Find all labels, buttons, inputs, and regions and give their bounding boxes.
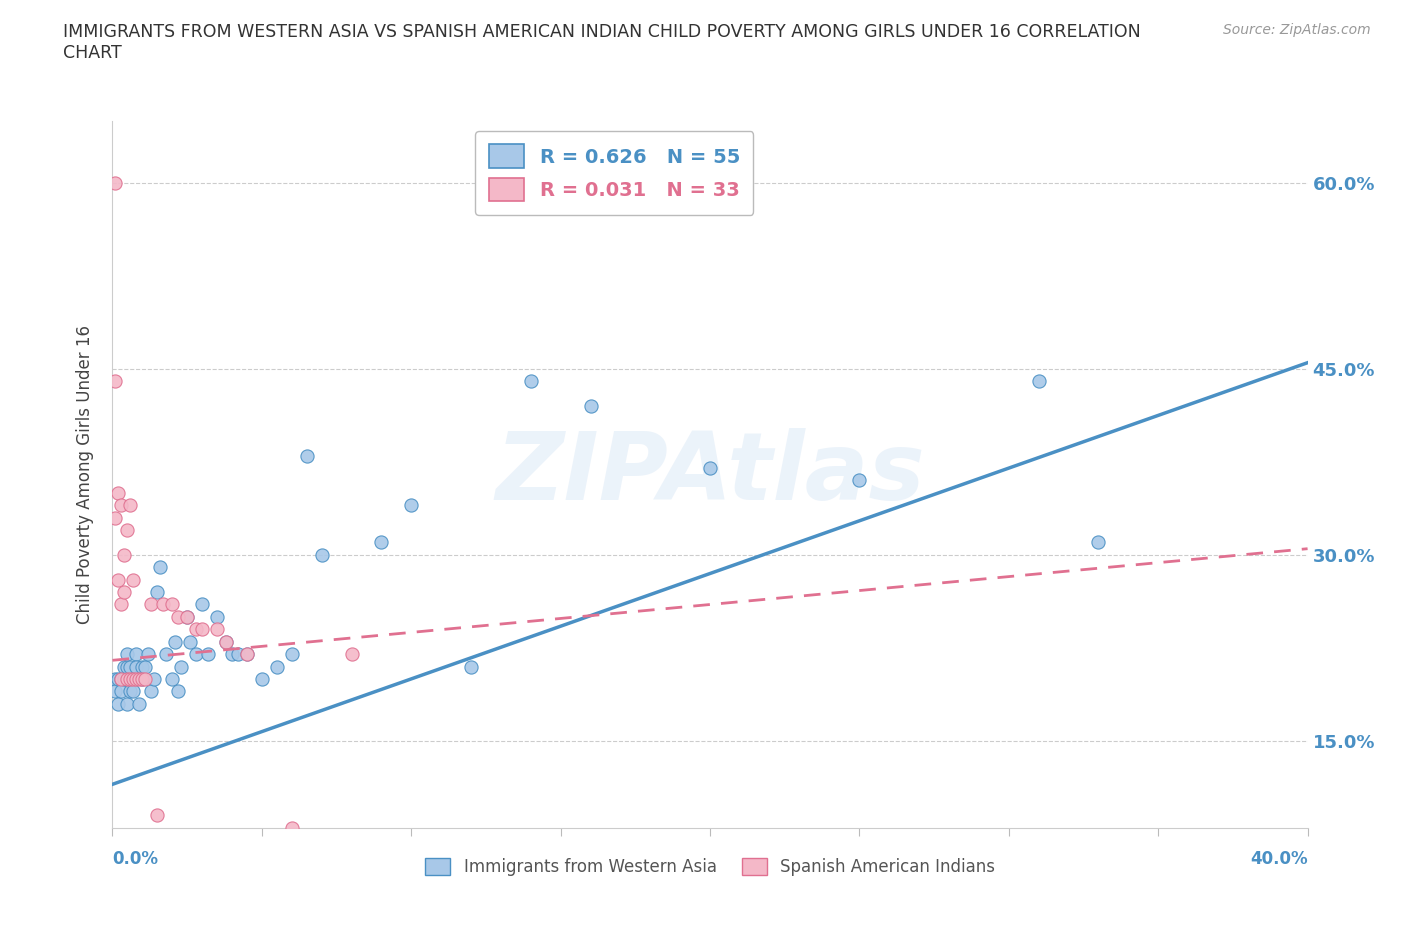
Point [176, 609, 198, 624]
Text: IMMIGRANTS FROM WESTERN ASIA VS SPANISH AMERICAN INDIAN CHILD POVERTY AMONG GIRL: IMMIGRANTS FROM WESTERN ASIA VS SPANISH … [63, 23, 1142, 62]
Point [460, 659, 482, 674]
Point [215, 634, 238, 649]
Point [114, 671, 135, 686]
Point [125, 659, 148, 674]
Point [125, 646, 148, 661]
Point [311, 548, 333, 563]
Point [340, 646, 363, 661]
Point [143, 671, 166, 686]
Point [120, 659, 142, 674]
Point [107, 572, 129, 587]
Point [215, 634, 238, 649]
Point [186, 646, 208, 661]
Point [110, 684, 132, 698]
Point [114, 548, 135, 563]
Point [191, 622, 214, 637]
Point [104, 176, 127, 191]
Text: ZIPAtlas: ZIPAtlas [495, 429, 925, 520]
Point [1087, 535, 1109, 550]
Point [120, 684, 142, 698]
Point [114, 585, 135, 600]
Point [295, 448, 318, 463]
Point [205, 609, 228, 624]
Point [167, 609, 190, 624]
Point [122, 572, 145, 587]
Point [221, 646, 243, 661]
Point [104, 671, 127, 686]
Point [579, 399, 602, 414]
Point [699, 460, 721, 475]
Point [117, 646, 139, 661]
Point [162, 597, 183, 612]
Point [131, 659, 153, 674]
Point [117, 659, 139, 674]
Point [401, 498, 423, 512]
Point [117, 523, 139, 538]
Text: 40.0%: 40.0% [1250, 850, 1308, 868]
Point [125, 671, 148, 686]
Point [250, 671, 273, 686]
Point [266, 659, 288, 674]
Point [149, 560, 172, 575]
Point [370, 535, 392, 550]
Point [120, 498, 142, 512]
Y-axis label: Child Poverty Among Girls Under 16: Child Poverty Among Girls Under 16 [76, 325, 94, 624]
Point [120, 671, 142, 686]
Point [170, 659, 193, 674]
Legend: Immigrants from Western Asia, Spanish American Indians: Immigrants from Western Asia, Spanish Am… [419, 852, 1001, 883]
Point [138, 646, 160, 661]
Point [122, 671, 145, 686]
Point [520, 374, 543, 389]
Point [236, 646, 259, 661]
Point [167, 684, 190, 698]
Point [110, 671, 132, 686]
Point [141, 597, 163, 612]
Point [226, 646, 249, 661]
Point [131, 671, 153, 686]
Point [134, 671, 156, 686]
Point [197, 646, 219, 661]
Point [179, 634, 201, 649]
Point [191, 597, 214, 612]
Point [281, 646, 304, 661]
Point [107, 697, 129, 711]
Point [165, 634, 187, 649]
Point [848, 473, 870, 488]
Point [205, 622, 228, 637]
Point [236, 646, 259, 661]
Point [110, 597, 132, 612]
Point [114, 659, 135, 674]
Point [122, 684, 145, 698]
Point [1028, 374, 1050, 389]
Point [104, 684, 127, 698]
Text: Source: ZipAtlas.com: Source: ZipAtlas.com [1223, 23, 1371, 37]
Point [104, 374, 127, 389]
Point [122, 671, 145, 686]
Point [141, 684, 163, 698]
Point [117, 697, 139, 711]
Point [128, 697, 150, 711]
Point [281, 820, 304, 835]
Point [128, 671, 150, 686]
Point [146, 585, 169, 600]
Point [107, 671, 129, 686]
Point [107, 485, 129, 500]
Point [110, 498, 132, 512]
Point [176, 609, 198, 624]
Point [152, 597, 174, 612]
Point [117, 671, 139, 686]
Point [155, 646, 177, 661]
Point [146, 808, 169, 823]
Point [104, 511, 127, 525]
Point [186, 622, 208, 637]
Text: 0.0%: 0.0% [112, 850, 159, 868]
Point [110, 671, 132, 686]
Point [131, 671, 153, 686]
Point [134, 659, 156, 674]
Point [162, 671, 183, 686]
